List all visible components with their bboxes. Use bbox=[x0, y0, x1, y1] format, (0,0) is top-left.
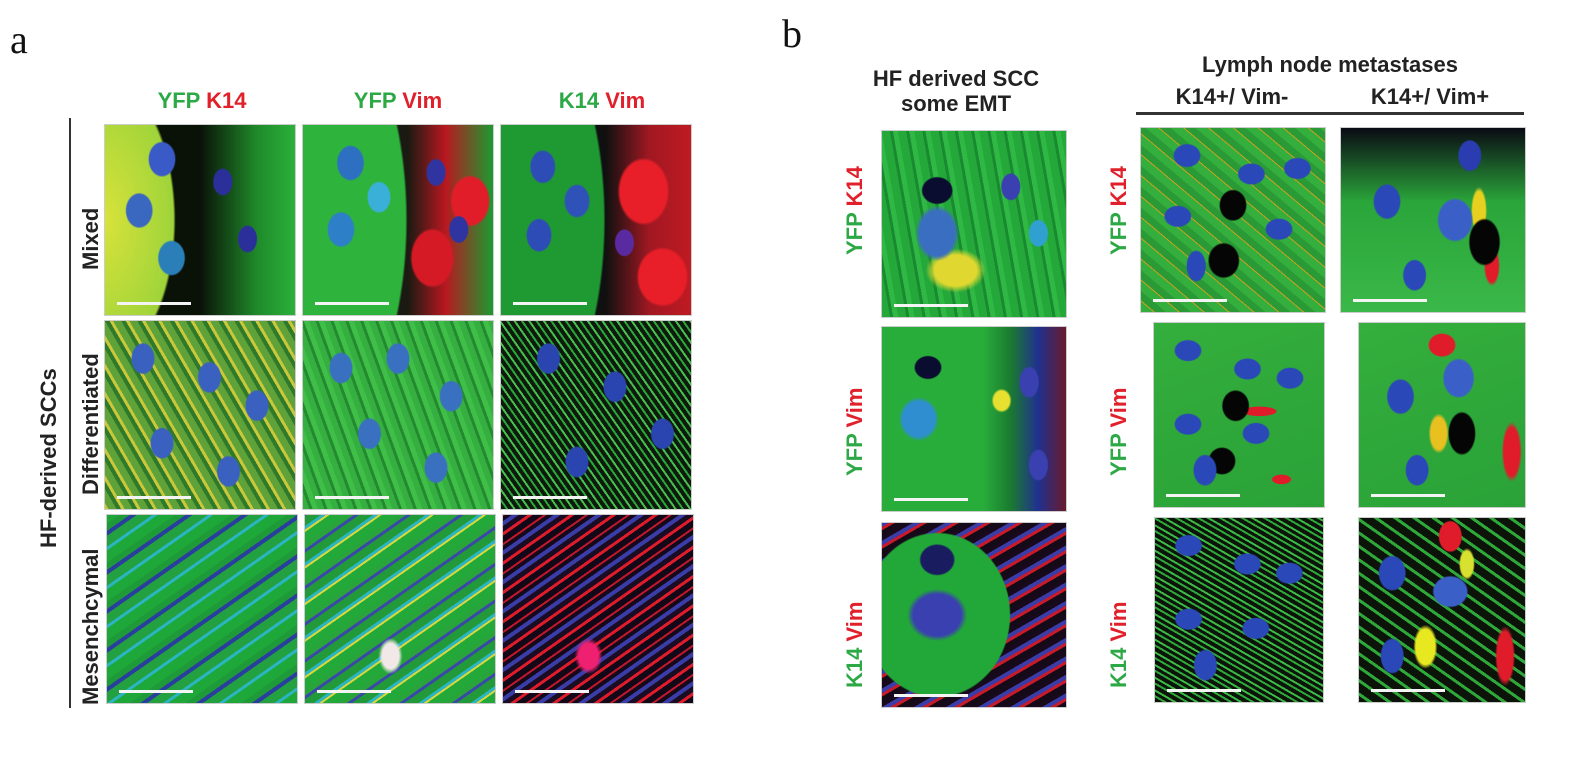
micrograph-b-ln-neg-yfp-k14 bbox=[1140, 127, 1326, 313]
micrograph-b-ln-neg-yfp-vim bbox=[1153, 322, 1325, 508]
panel-a-letter: a bbox=[10, 17, 28, 62]
scale-bar bbox=[1371, 689, 1445, 692]
panel-b-group-header: Lymph node metastases bbox=[1202, 52, 1458, 77]
scale-bar bbox=[1166, 494, 1240, 497]
scale-bar bbox=[119, 690, 193, 693]
panel-b-col1-header: HF derived SCC some EMT bbox=[872, 66, 1040, 117]
micrograph-b-ln-neg-k14-vim bbox=[1154, 517, 1324, 703]
panel-a-row-label-differentiated: Differentiated bbox=[78, 353, 103, 495]
panel-a-group-label: HF-derived SCCs bbox=[36, 368, 61, 548]
scale-bar bbox=[117, 496, 191, 499]
micrograph-a-mixed-yfp-vim bbox=[302, 124, 494, 316]
panel-b-row-label-2-right: YFP Vim bbox=[1106, 387, 1131, 476]
scale-bar bbox=[317, 690, 391, 693]
panel-a-col-header-1: YFP K14 bbox=[157, 88, 247, 113]
micrograph-a-mesenchymal-k14-vim bbox=[502, 514, 694, 704]
panel-b-row-label-1-right: YFP K14 bbox=[1106, 166, 1131, 255]
panel-b-letter: b bbox=[782, 11, 802, 56]
panel-a-col-header-2: YFP Vim bbox=[353, 88, 443, 113]
scale-bar bbox=[513, 302, 587, 305]
panel-a-group-bracket bbox=[69, 118, 71, 708]
panel-b-col2-header: K14+/ Vim- bbox=[1175, 84, 1289, 109]
scale-bar bbox=[1371, 494, 1445, 497]
scale-bar bbox=[315, 496, 389, 499]
panel-a-col-header-3: K14 Vim bbox=[558, 88, 646, 113]
scale-bar bbox=[894, 304, 968, 307]
micrograph-a-mixed-k14-vim bbox=[500, 124, 692, 316]
panel-a-row-label-mixed: Mixed bbox=[78, 207, 103, 270]
scale-bar bbox=[894, 498, 968, 501]
micrograph-a-differentiated-k14-vim bbox=[500, 320, 692, 510]
micrograph-a-mesenchymal-yfp-k14 bbox=[106, 514, 298, 704]
micrograph-b-scc-yfp-vim bbox=[881, 326, 1067, 512]
scale-bar bbox=[513, 496, 587, 499]
panel-b-group-rule bbox=[1136, 112, 1524, 115]
panel-b-row-label-3-right: K14 Vim bbox=[1106, 601, 1131, 688]
panel-b-row-label-2-left: YFP Vim bbox=[842, 387, 867, 476]
scale-bar bbox=[1153, 299, 1227, 302]
micrograph-a-differentiated-yfp-vim bbox=[302, 320, 494, 510]
scale-bar bbox=[1353, 299, 1427, 302]
panel-a-row-label-mesenchymal: Mesenchcymal bbox=[78, 548, 103, 705]
micrograph-b-ln-pos-yfp-k14 bbox=[1340, 127, 1526, 313]
micrograph-a-mixed-yfp-k14 bbox=[104, 124, 296, 316]
scale-bar bbox=[894, 694, 968, 697]
micrograph-a-differentiated-yfp-k14 bbox=[104, 320, 296, 510]
micrograph-b-scc-k14-vim bbox=[881, 522, 1067, 708]
panel-b-row-label-3-left: K14 Vim bbox=[842, 601, 867, 688]
panel-b-row-label-1-left: YFP K14 bbox=[842, 166, 867, 255]
panel-b-col3-header: K14+/ Vim+ bbox=[1370, 84, 1490, 109]
scale-bar bbox=[117, 302, 191, 305]
micrograph-a-mesenchymal-yfp-vim bbox=[304, 514, 496, 704]
micrograph-b-ln-pos-k14-vim bbox=[1358, 517, 1526, 703]
scale-bar bbox=[315, 302, 389, 305]
micrograph-b-ln-pos-yfp-vim bbox=[1358, 322, 1526, 508]
micrograph-b-scc-yfp-k14 bbox=[881, 130, 1067, 318]
scale-bar bbox=[515, 690, 589, 693]
scale-bar bbox=[1167, 689, 1241, 692]
